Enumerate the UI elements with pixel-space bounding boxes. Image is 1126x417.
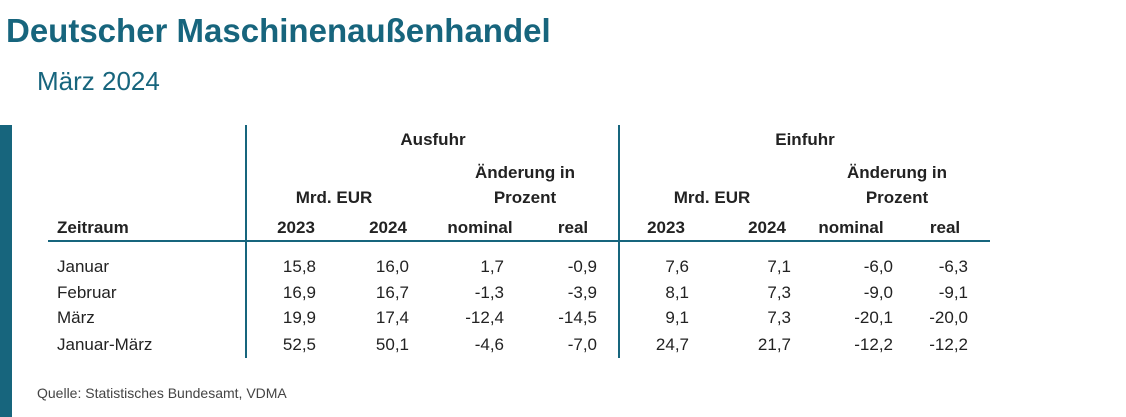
table-cell: 7,1 (767, 257, 791, 276)
table-cell: -20,0 (929, 308, 968, 327)
row-label: Januar-März (57, 335, 153, 354)
subgroup-header: Änderung in Prozent (474, 163, 576, 207)
column-header: real (929, 218, 961, 237)
table-cell: -9,1 (938, 283, 968, 302)
column-header: nominal (447, 218, 513, 237)
column-header: 2023 (277, 218, 315, 237)
table-cell: 52,5 (282, 335, 316, 354)
column-header: 2024 (369, 218, 407, 237)
table-cell: -9,0 (863, 283, 893, 302)
column-header: Zeitraum (57, 218, 129, 237)
table-cell: -6,0 (863, 257, 893, 276)
row-label: Januar (57, 257, 109, 276)
subgroup-header: Änderung in Prozent (846, 163, 948, 207)
table-cell: -7,0 (567, 335, 597, 354)
row-label: März (57, 308, 95, 327)
table-cell: 16,7 (375, 283, 409, 302)
table-cell: 50,1 (375, 335, 409, 354)
table-cell: -20,1 (854, 308, 893, 327)
table-cell: 16,9 (282, 283, 316, 302)
subgroup-header: Mrd. EUR (673, 188, 751, 207)
group-header: Ausfuhr (400, 130, 466, 149)
table-cell: 24,7 (655, 335, 689, 354)
table-cell: 8,1 (665, 283, 689, 302)
table-cell: -14,5 (558, 308, 597, 327)
table-cell: 16,0 (375, 257, 409, 276)
table-cell: -0,9 (567, 257, 597, 276)
table-cell: 1,7 (480, 257, 504, 276)
subgroup-header: Mrd. EUR (295, 188, 373, 207)
table-cell: 7,3 (767, 283, 791, 302)
table-cell: 7,6 (665, 257, 689, 276)
table-cell: 21,7 (757, 335, 791, 354)
group-header: Einfuhr (775, 130, 835, 149)
source: Quelle: Statistisches Bundesamt, VDMA (37, 385, 287, 401)
column-header: 2024 (748, 218, 786, 237)
column-header: 2023 (647, 218, 685, 237)
table-cell: 19,9 (282, 308, 316, 327)
table-cell: 9,1 (665, 308, 689, 327)
table-cell: -3,9 (567, 283, 597, 302)
table-cell: -6,3 (938, 257, 968, 276)
table-cell: -12,2 (854, 335, 893, 354)
table-cell: 7,3 (767, 308, 791, 327)
table-cell: -4,6 (474, 335, 504, 354)
title: Deutscher Maschinenaußenhandel (6, 12, 551, 49)
header-rule (48, 240, 990, 242)
table-cell: 15,8 (282, 257, 316, 276)
table-cell: -1,3 (474, 283, 504, 302)
column-header: nominal (818, 218, 884, 237)
column-header: real (557, 218, 589, 237)
table-cell: -12,2 (929, 335, 968, 354)
table-cell: 17,4 (375, 308, 409, 327)
table-cell: -12,4 (465, 308, 504, 327)
subtitle: März 2024 (37, 66, 160, 96)
accent-bar (0, 125, 12, 417)
row-label: Februar (57, 283, 117, 302)
